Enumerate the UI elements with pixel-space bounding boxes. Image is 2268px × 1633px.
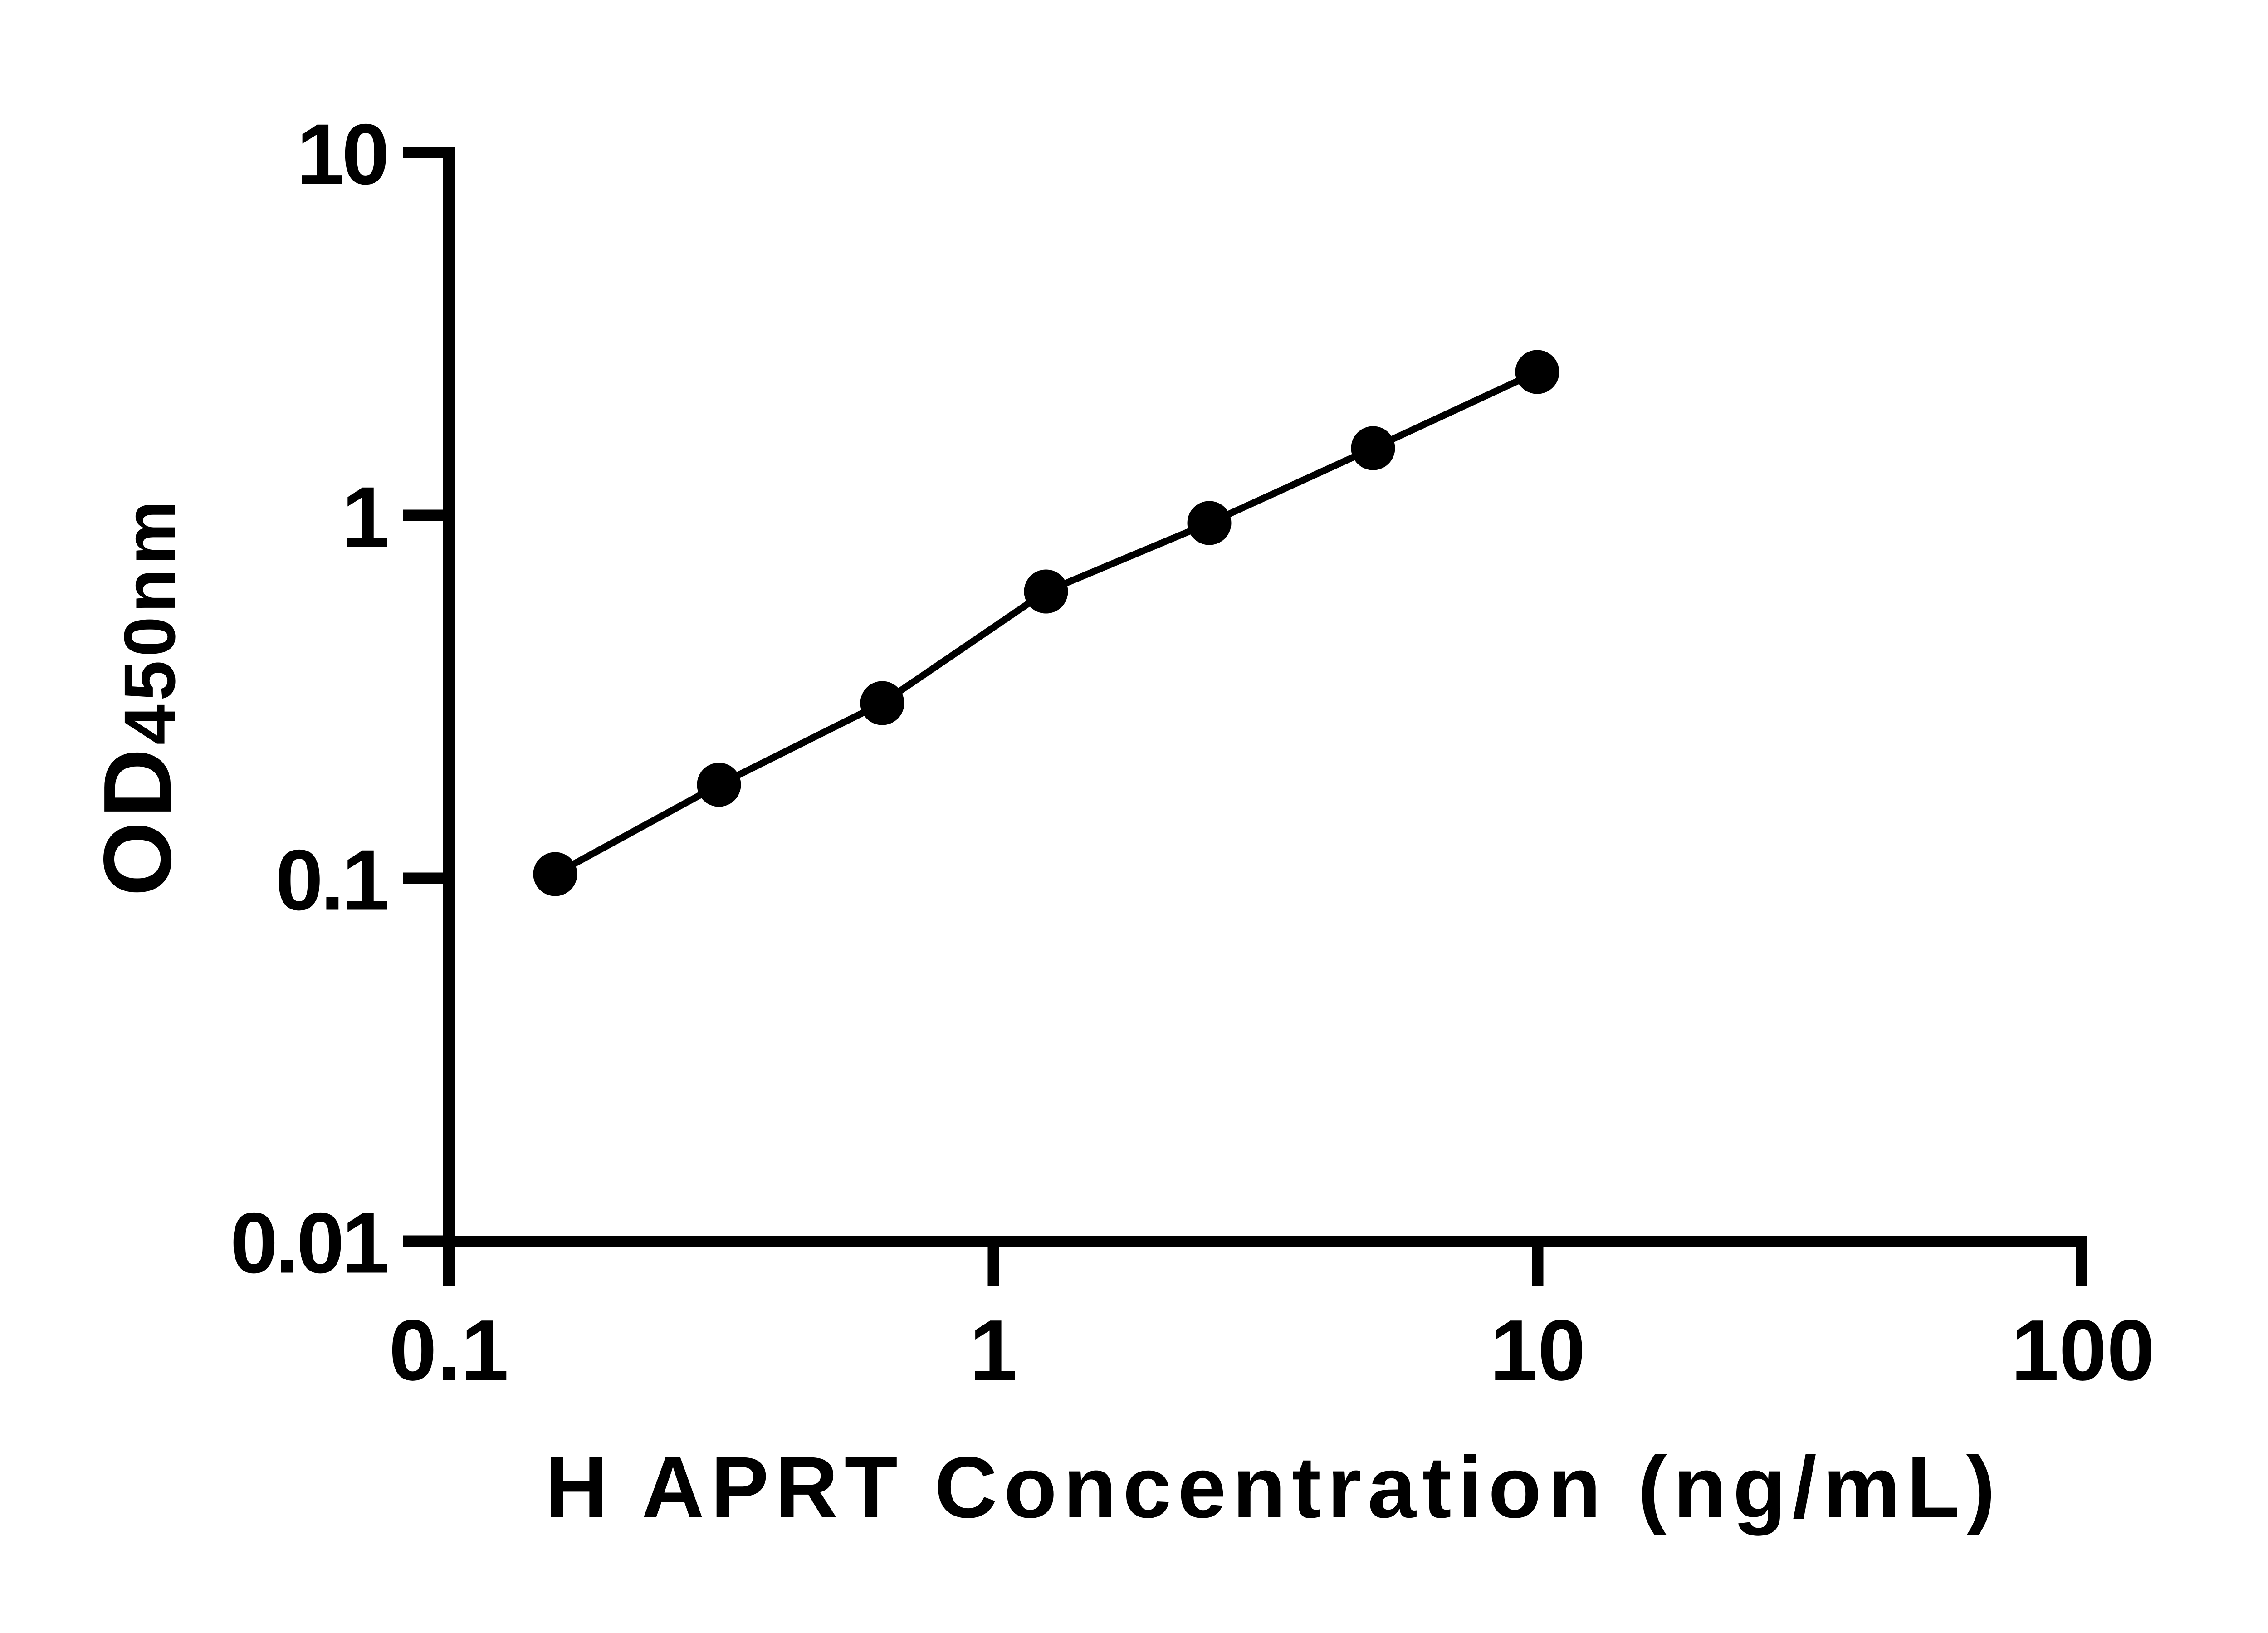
svg-text:0.1: 0.1	[389, 1302, 508, 1398]
svg-text:10: 10	[297, 107, 387, 203]
svg-text:0.1: 0.1	[275, 832, 387, 929]
svg-text:10: 10	[1490, 1302, 1585, 1398]
svg-text:1: 1	[969, 1302, 1017, 1398]
svg-text:0.01: 0.01	[230, 1195, 387, 1291]
svg-text:1: 1	[342, 469, 387, 566]
svg-text:H APRT Concentration (ng/mL): H APRT Concentration (ng/mL)	[545, 1438, 2001, 1536]
svg-text:100: 100	[2011, 1302, 2155, 1398]
